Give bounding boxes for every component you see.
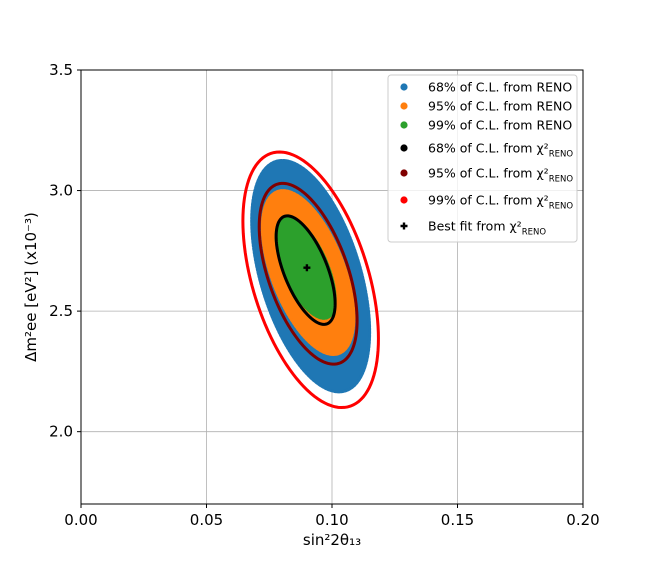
legend-item: 99% of C.L. from RENO xyxy=(400,118,572,133)
x-axis-label: sin²2θ₁₃ xyxy=(303,531,361,549)
legend-marker xyxy=(400,121,408,129)
legend-label-text: 99% of C.L. from RENO xyxy=(428,118,572,133)
y-tick-label: 2.0 xyxy=(49,423,73,441)
contour-99-chi2 xyxy=(241,150,380,410)
best-fit-marker xyxy=(303,264,311,272)
legend-item: 95% of C.L. from RENO xyxy=(400,99,572,114)
legend-label-text: 95% of C.L. from RENO xyxy=(428,99,572,114)
legend-label-subscript: RENO xyxy=(522,228,547,238)
legend-label: 99% of C.L. from χ²RENO xyxy=(428,193,573,212)
x-tick-label: 0.10 xyxy=(315,511,348,529)
legend: 68% of C.L. from RENO 95% of C.L. from RE… xyxy=(387,74,578,243)
legend-box xyxy=(387,74,578,243)
legend-marker xyxy=(400,83,408,91)
x-tick-label: 0.20 xyxy=(566,511,599,529)
y-tick-label: 3.0 xyxy=(49,182,73,200)
legend-marker xyxy=(400,196,408,204)
legend-marker xyxy=(400,169,408,177)
y-axis-ticks: 2.0 2.5 3.0 3.5 xyxy=(49,61,81,441)
legend-label-text: 68% of C.L. from χ² xyxy=(428,141,549,156)
legend-label: 68% of C.L. from RENO xyxy=(428,80,572,95)
contour-95-chi2 xyxy=(257,181,359,366)
legend-marker xyxy=(400,222,408,230)
legend-label: 99% of C.L. from RENO xyxy=(428,118,572,133)
x-tick-label: 0.15 xyxy=(441,511,474,529)
legend-label: 68% of C.L. from χ²RENO xyxy=(428,141,573,160)
legend-marker xyxy=(400,102,408,110)
best-fit-point xyxy=(303,264,311,272)
x-tick-label: 0.00 xyxy=(64,511,97,529)
legend-label-text: 95% of C.L. from χ² xyxy=(428,166,549,181)
y-tick-label: 2.5 xyxy=(49,302,73,320)
legend-item: Best fit from χ²RENO xyxy=(400,219,546,238)
y-tick-label: 3.5 xyxy=(49,61,73,79)
contour-68-chi2 xyxy=(274,214,337,326)
y-axis-label: Δm²ee [eV²] (x10⁻³) xyxy=(22,212,40,362)
legend-label-text: Best fit from χ² xyxy=(428,219,522,234)
legend-item: 99% of C.L. from χ²RENO xyxy=(400,193,573,212)
chi2-contours xyxy=(241,150,380,410)
legend-label-subscript: RENO xyxy=(549,175,574,185)
legend-label: Best fit from χ²RENO xyxy=(428,219,546,238)
x-tick-label: 0.05 xyxy=(190,511,223,529)
legend-item: 95% of C.L. from χ²RENO xyxy=(400,166,573,185)
legend-label-text: 99% of C.L. from χ² xyxy=(428,193,549,208)
legend-label-subscript: RENO xyxy=(549,150,574,160)
legend-item: 68% of C.L. from RENO xyxy=(400,80,572,95)
legend-label: 95% of C.L. from RENO xyxy=(428,99,572,114)
x-axis-ticks: 0.00 0.05 0.10 0.15 0.20 xyxy=(64,504,600,529)
legend-label: 95% of C.L. from χ²RENO xyxy=(428,166,573,185)
legend-item: 68% of C.L. from χ²RENO xyxy=(400,141,573,160)
legend-marker xyxy=(400,144,408,152)
legend-label-subscript: RENO xyxy=(549,202,574,212)
legend-label-text: 68% of C.L. from RENO xyxy=(428,80,572,95)
